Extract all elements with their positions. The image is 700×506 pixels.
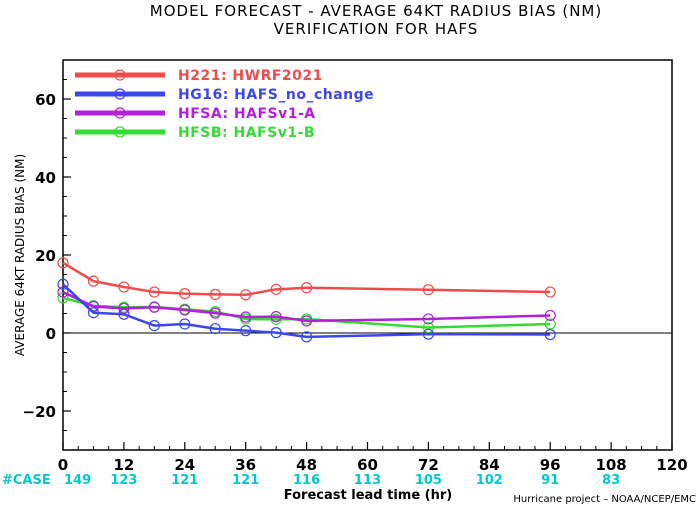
data-point [148,286,160,298]
legend-label: HFSA: HAFSv1-A [178,106,316,122]
series-line-3 [62,296,551,329]
data-point [422,328,434,340]
data-point [148,301,160,313]
data-point [270,313,282,325]
x-tick-label: 120 [656,456,687,474]
case-count: 123 [110,473,137,488]
data-point [118,308,130,320]
x-tick-label: 72 [418,456,439,474]
case-count: 121 [171,473,198,488]
y-tick-label: −20 [23,403,56,421]
data-point [422,284,434,296]
data-point [87,307,100,319]
data-point [57,257,69,269]
data-point [544,328,556,341]
data-point [301,331,313,343]
data-point [270,311,282,323]
axes-layer [62,59,673,451]
x-tick-label: 48 [296,456,317,474]
data-point [57,286,69,298]
data-point [179,288,191,300]
x-tick-label: 36 [235,456,256,474]
data-point [544,286,556,298]
x-axis-label: Forecast lead time (hr) [284,488,452,503]
y-tick-label: 0 [46,325,56,343]
data-point [422,321,434,334]
data-point [422,313,434,325]
legend: H221: HWRF2021 HG16: HAFS_no_change HFSA: … [75,68,374,141]
data-point [118,281,130,293]
case-count: 83 [602,473,620,488]
data-point [209,288,221,300]
series-line-2 [62,290,551,323]
plot-frame [62,59,673,451]
legend-marker [114,88,126,100]
data-point [87,275,100,287]
data-point [301,315,313,327]
case-count: 105 [415,473,442,488]
y-tick-label: 60 [35,91,56,109]
series-line-0 [62,261,551,297]
data-point [270,283,282,295]
x-tick-label: 12 [113,456,134,474]
x-tick-label: 60 [357,456,378,474]
case-count: 116 [293,473,320,488]
legend-marker [114,126,126,138]
tick-labels: 0 12 24 36 48 60 72 84 96 108 120 60 40 20 0 −20 [23,91,688,474]
case-count: 102 [476,473,503,488]
case-counts-row: #CASE 149 123 121 121 116 113 105 102 91 83 [2,473,620,488]
legend-marker [114,69,126,81]
y-tick-label: 20 [35,247,56,265]
series-line-1 [62,283,551,339]
data-point [57,278,69,290]
legend-marker [114,107,126,119]
x-tick-label: 108 [595,456,626,474]
legend-label: H221: HWRF2021 [178,68,323,84]
legend-label: HG16: HAFS_no_change [178,87,374,103]
x-tick-label: 84 [479,456,500,474]
y-tick-label: 40 [35,169,56,187]
data-point [544,309,556,322]
case-row-label: #CASE [2,473,51,488]
case-count: 149 [64,473,91,488]
data-point [179,318,191,330]
chart-subtitle: VERIFICATION FOR HAFS [274,20,479,38]
credit-text: Hurricane project – NOAA/NCEP/EMC [513,494,696,505]
legend-label: HFSB: HAFSv1-B [178,125,315,141]
x-tick-label: 96 [540,456,561,474]
data-point [301,282,313,294]
data-point [240,289,252,301]
data-point [209,323,221,335]
data-point [148,319,160,332]
data-point [270,327,282,339]
data-point [240,325,252,337]
data-point [179,304,191,316]
data-point [209,307,221,319]
x-tick-label: 24 [174,456,195,474]
chart-title: MODEL FORECAST - AVERAGE 64KT RADIUS BIA… [150,2,602,20]
x-tick-label: 0 [58,456,68,474]
data-point [240,311,252,323]
y-axis-label: AVERAGE 64KT RADIUS BIAS (NM) [13,154,27,356]
case-count: 91 [541,473,559,488]
case-count: 121 [232,473,259,488]
case-count: 113 [354,473,381,488]
series-layer [57,257,556,343]
